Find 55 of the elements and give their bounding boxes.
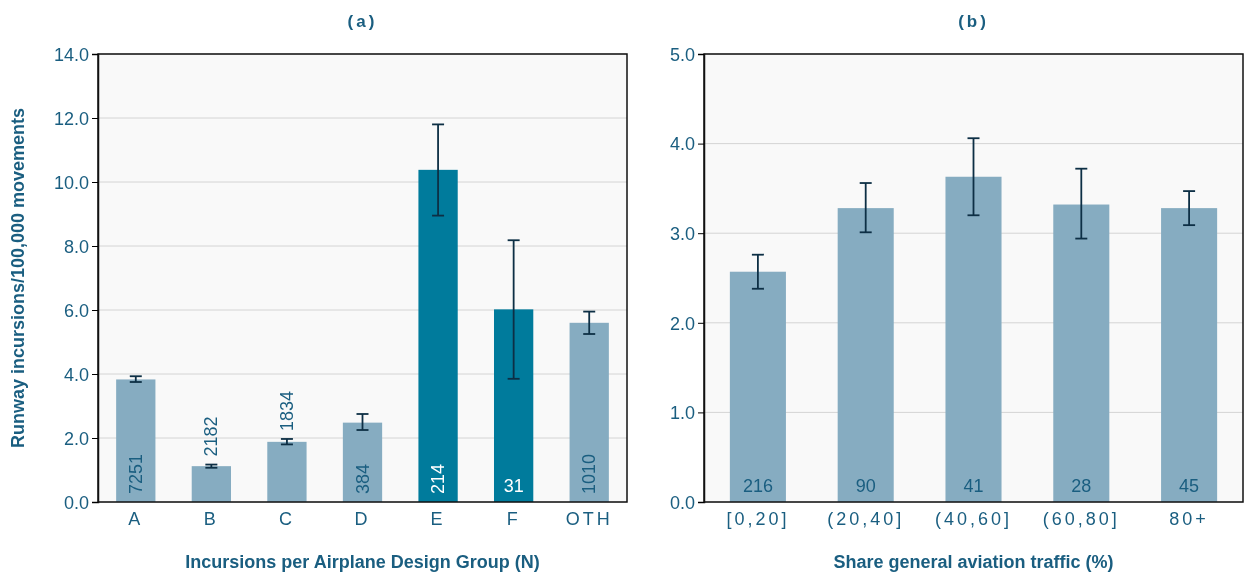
y-tick-label: 2.0	[63, 428, 89, 449]
bar	[267, 441, 307, 502]
annotation: 214	[428, 463, 449, 494]
bar	[1053, 204, 1110, 502]
x-tick-label: OTH	[565, 508, 613, 529]
y-tick-label: 1.0	[669, 403, 695, 424]
annotation: 41	[963, 476, 984, 496]
annotation: 2182	[201, 416, 222, 457]
annotation: 7251	[125, 453, 146, 494]
bar	[191, 466, 232, 502]
chart-title: (b)	[958, 12, 989, 31]
bar	[342, 422, 383, 502]
annotation: 28	[1071, 476, 1092, 496]
y-tick-label: 2.0	[669, 313, 695, 334]
annotation: 31	[503, 476, 524, 496]
bar	[116, 379, 156, 502]
x-tick-label: [0,20]	[726, 508, 790, 529]
x-tick-label: (20,40]	[827, 508, 905, 529]
y-tick-label: 3.0	[669, 224, 695, 244]
x-tick-label: B	[203, 508, 219, 529]
bar	[945, 176, 1002, 502]
bar	[837, 208, 894, 502]
bar	[729, 271, 786, 502]
y-axis-title: Runway incursions/100,000 movements	[8, 107, 28, 449]
y-tick-label: 4.0	[63, 364, 89, 385]
y-tick-label: 0.0	[669, 492, 695, 513]
bar	[569, 322, 609, 502]
chart-title: (a)	[347, 12, 378, 31]
annotation: 1010	[579, 453, 600, 494]
y-tick-label: 12.0	[53, 108, 89, 129]
y-tick-label: 6.0	[63, 300, 89, 321]
x-tick-label: E	[430, 508, 446, 529]
x-axis-title: Incursions per Airplane Design Group (N)	[185, 552, 540, 572]
annotation: 90	[855, 476, 876, 496]
y-tick-label: 0.0	[63, 492, 89, 513]
x-tick-label: (40,60]	[934, 508, 1013, 529]
x-tick-label: A	[128, 508, 144, 529]
bar	[1161, 208, 1218, 502]
x-tick-label: C	[278, 508, 295, 529]
x-tick-label: (60,80]	[1042, 508, 1120, 529]
annotation: 384	[352, 463, 373, 494]
annotation: 216	[742, 476, 773, 496]
x-tick-label: D	[354, 508, 371, 529]
annotation: 45	[1179, 476, 1200, 496]
bar	[493, 309, 534, 502]
x-axis-title: Share general aviation traffic (%)	[833, 552, 1114, 572]
annotation: 1834	[276, 390, 297, 431]
y-tick-label: 8.0	[63, 236, 89, 257]
bar	[418, 169, 458, 502]
y-tick-label: 10.0	[53, 172, 89, 193]
x-tick-label: 80+	[1169, 508, 1209, 529]
x-tick-label: F	[506, 508, 521, 529]
y-tick-label: 14.0	[53, 44, 89, 65]
y-tick-label: 5.0	[669, 44, 695, 65]
y-tick-label: 4.0	[669, 134, 695, 155]
